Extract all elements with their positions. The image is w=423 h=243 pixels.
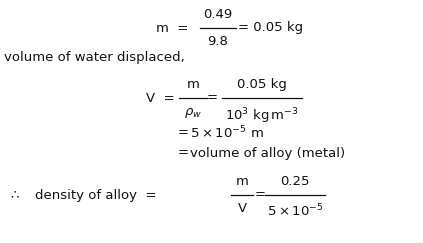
Text: =: = xyxy=(178,127,189,139)
Text: V: V xyxy=(237,202,247,215)
Text: $5\times10^{-5}$: $5\times10^{-5}$ xyxy=(267,203,323,220)
Text: 0.05 kg: 0.05 kg xyxy=(237,78,287,91)
Text: volume of alloy (metal): volume of alloy (metal) xyxy=(190,147,345,159)
Text: m: m xyxy=(236,175,248,188)
Text: =: = xyxy=(178,147,189,159)
Text: V  =: V = xyxy=(146,92,175,104)
Text: ∴: ∴ xyxy=(10,189,18,201)
Text: density of alloy  =: density of alloy = xyxy=(35,189,157,201)
Text: m: m xyxy=(187,78,199,91)
Text: $5\times10^{-5}\ \mathrm{m}$: $5\times10^{-5}\ \mathrm{m}$ xyxy=(190,125,264,141)
Text: volume of water displaced,: volume of water displaced, xyxy=(4,51,185,63)
Text: = 0.05 kg: = 0.05 kg xyxy=(238,21,303,35)
Text: 9.8: 9.8 xyxy=(208,35,228,48)
Text: $\rho_w$: $\rho_w$ xyxy=(184,106,202,120)
Text: 0.25: 0.25 xyxy=(280,175,310,188)
Text: 0.49: 0.49 xyxy=(203,8,233,21)
Text: =: = xyxy=(255,189,266,201)
Text: =: = xyxy=(206,92,217,104)
Text: m  =: m = xyxy=(156,21,188,35)
Text: $10^3\ \mathrm{kg\,m^{-3}}$: $10^3\ \mathrm{kg\,m^{-3}}$ xyxy=(225,106,299,126)
